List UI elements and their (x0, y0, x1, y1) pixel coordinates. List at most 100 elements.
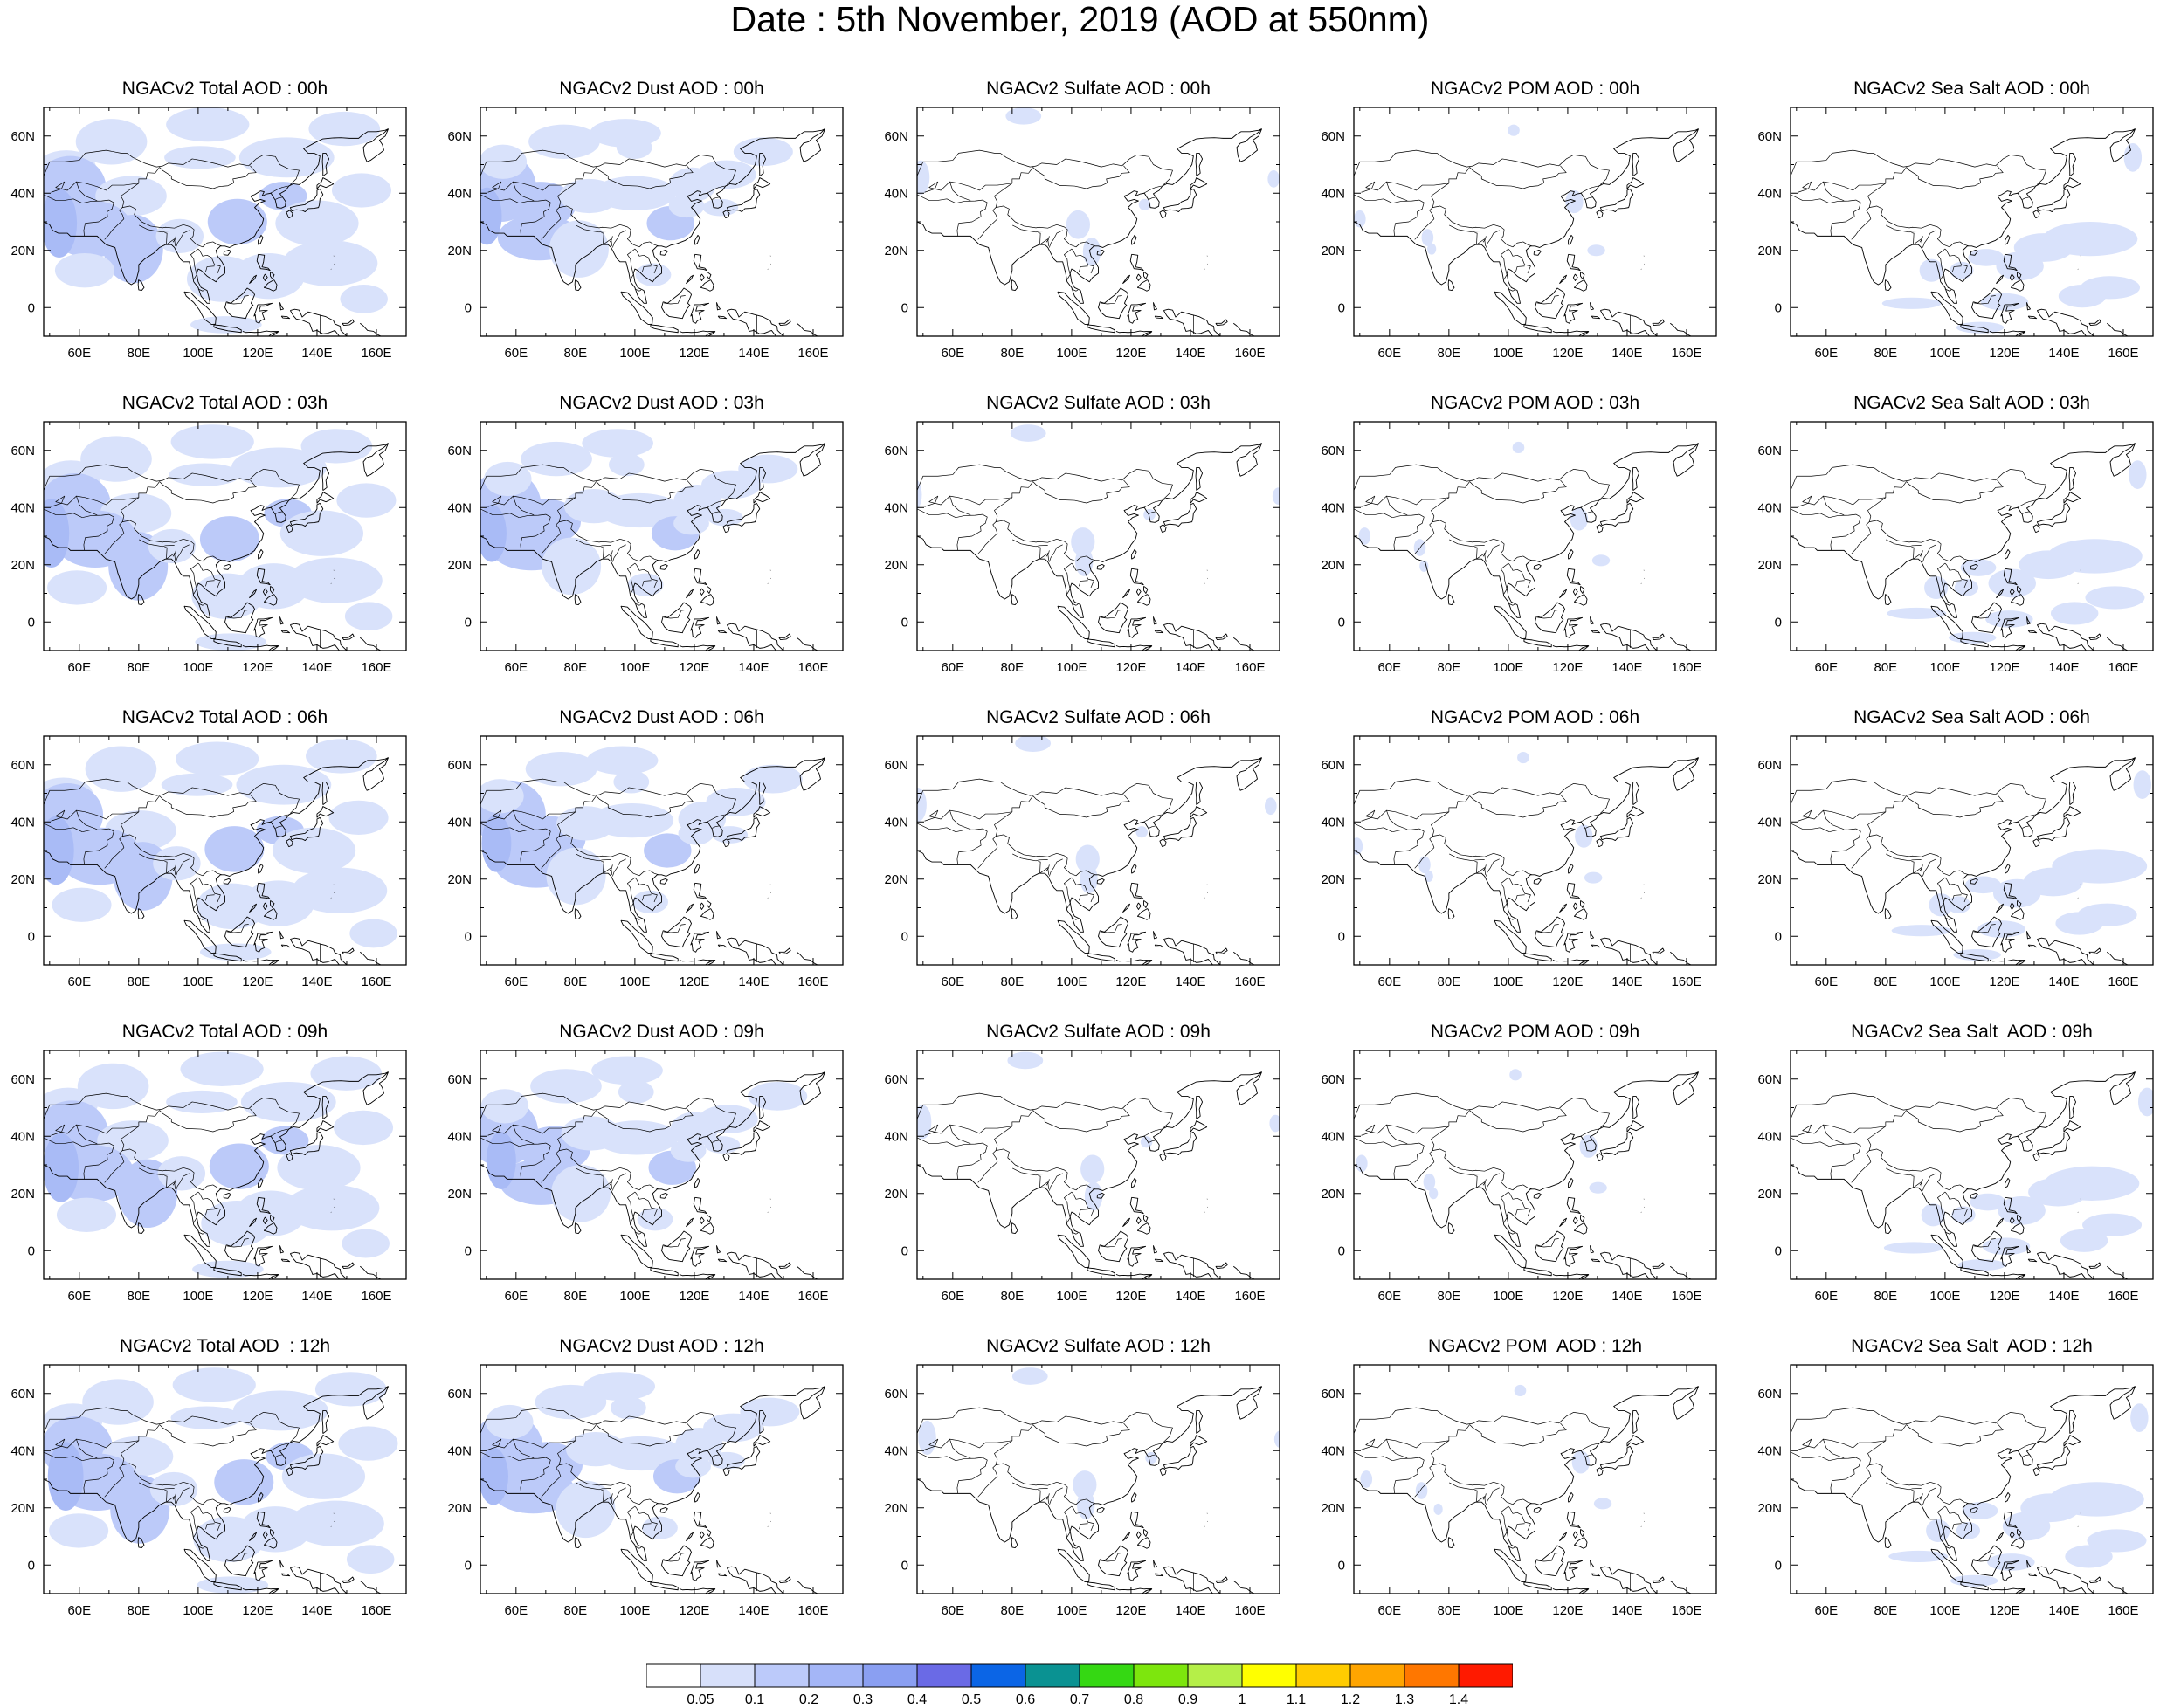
country-border (1580, 1128, 1598, 1137)
aod-shading (314, 1372, 387, 1407)
country-border (1045, 550, 1050, 557)
x-tick-label: 120E (679, 1289, 709, 1304)
coastline (693, 1511, 707, 1529)
country-border (576, 224, 611, 233)
coastline (1670, 1580, 1692, 1594)
aod-shading (480, 779, 524, 814)
coastline (726, 502, 761, 527)
coastline (1447, 279, 1455, 292)
coastline (1098, 1230, 1128, 1263)
coastline (693, 253, 707, 272)
coastline (699, 902, 705, 910)
country-border (576, 853, 611, 862)
y-tick-label: 20N (10, 872, 35, 887)
x-tick-label: 140E (1611, 975, 1642, 989)
x-tick-label: 160E (1671, 1603, 1701, 1618)
aod-shading (1926, 1519, 1950, 1543)
country-border (519, 513, 551, 551)
country-border (51, 181, 66, 193)
coastline (321, 152, 330, 176)
coastline (213, 1267, 242, 1277)
country-border (1802, 481, 1907, 506)
aod-shading (204, 826, 265, 872)
aod-shading (1565, 189, 1584, 214)
aod-shading (1514, 1384, 1527, 1397)
coastline (1791, 128, 2136, 304)
country-border (1851, 207, 1872, 240)
aod-shading (610, 1396, 646, 1420)
aod-shading (1135, 826, 1148, 838)
aod-shading (1887, 607, 1947, 619)
country-border (917, 778, 1173, 814)
x-tick-label: 140E (301, 975, 332, 989)
country-border (197, 917, 205, 920)
country-border (1032, 165, 1130, 189)
coastline (289, 1131, 324, 1155)
country-border (1829, 1142, 1861, 1180)
aod-shading (1433, 1503, 1443, 1515)
aod-shading (288, 1500, 384, 1546)
x-tick-label: 60E (504, 1289, 528, 1304)
country-border (275, 511, 283, 514)
aod-shading (644, 833, 692, 868)
x-tick-label: 60E (1814, 975, 1838, 989)
aod-shading (180, 1051, 264, 1086)
country-border (1145, 1276, 1147, 1278)
country-border (139, 853, 175, 862)
coastline (2000, 1560, 2020, 1581)
y-tick-label: 0 (28, 615, 35, 630)
coastline (726, 1566, 784, 1594)
x-tick-label: 80E (1874, 660, 1898, 675)
coastline (707, 899, 712, 908)
y-tick-label: 60N (884, 1072, 908, 1087)
coastline (726, 1445, 761, 1470)
country-border (928, 1110, 1033, 1134)
country-border (1012, 1482, 1048, 1491)
coastline (321, 466, 330, 491)
coastline (263, 279, 278, 292)
country-border (707, 814, 725, 823)
coastline (1122, 1217, 1131, 1228)
aod-shading (530, 1069, 602, 1104)
coastline (253, 1560, 273, 1581)
coastline (1552, 644, 1589, 648)
aod-shading (1071, 527, 1095, 556)
coastline (797, 1580, 818, 1594)
country-border (2019, 1276, 2020, 1278)
coastline (279, 931, 284, 940)
coastline (1494, 1548, 1527, 1583)
aod-shading (917, 160, 930, 195)
coastline (279, 616, 284, 625)
aod-shading (1360, 1470, 1373, 1488)
country-border (949, 1125, 971, 1145)
country-border (1886, 1167, 1922, 1176)
coastline (1141, 1274, 1153, 1279)
aod-shading (2129, 460, 2147, 489)
aod-shading (82, 1379, 154, 1425)
panel-title: NGACv2 Sulfate AOD : 06h (986, 707, 1211, 727)
colorbar-swatch (862, 1663, 918, 1688)
coastline (1573, 1222, 1588, 1235)
country-border (55, 1110, 160, 1134)
country-border (164, 232, 176, 246)
y-tick-label: 20N (447, 1501, 472, 1516)
country-border (949, 182, 971, 202)
coastline (1568, 863, 1574, 874)
coastline (707, 271, 712, 279)
panel-title: NGACv2 Total AOD : 09h (121, 1022, 328, 1042)
coastline (1195, 781, 1204, 805)
coastline (690, 302, 710, 324)
coastline (1670, 637, 1692, 651)
x-tick-label: 120E (1552, 1289, 1583, 1304)
coastline (2009, 1216, 2015, 1224)
x-tick-label: 60E (1814, 1289, 1838, 1304)
coastline (342, 633, 355, 641)
country-border (1361, 495, 1376, 507)
coastline (249, 589, 258, 599)
x-tick-label: 140E (738, 975, 769, 989)
panel-title: NGACv2 Dust AOD : 00h (559, 79, 764, 99)
aod-shading (480, 504, 507, 562)
country-border (1449, 539, 1485, 548)
aod-shading (599, 1436, 683, 1471)
aod-shading (199, 516, 259, 562)
